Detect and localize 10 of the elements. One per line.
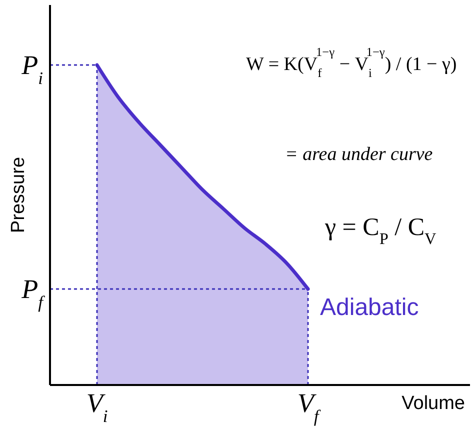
annotation: W = K(V$_{f}$$^{1−γ}$ − V$_{i}$$^{1−γ}$) / (1 − γ) <box>246 44 457 80</box>
x-tick-label: V$_{f}$ <box>297 388 321 426</box>
x-tick-label: V$_{i}$ <box>86 388 108 426</box>
annotation: = area under curve <box>285 144 433 165</box>
series-label: Adiabatic <box>320 294 419 321</box>
ref-line-label: P$_{f}$ <box>20 274 46 312</box>
ref-line-label: P$_{i}$ <box>20 50 44 88</box>
x-axis-title: Volume <box>402 393 465 414</box>
y-axis-title: Pressure <box>8 156 29 234</box>
text: γ = C$_{P}$ / C$_{V}$ <box>324 214 436 248</box>
